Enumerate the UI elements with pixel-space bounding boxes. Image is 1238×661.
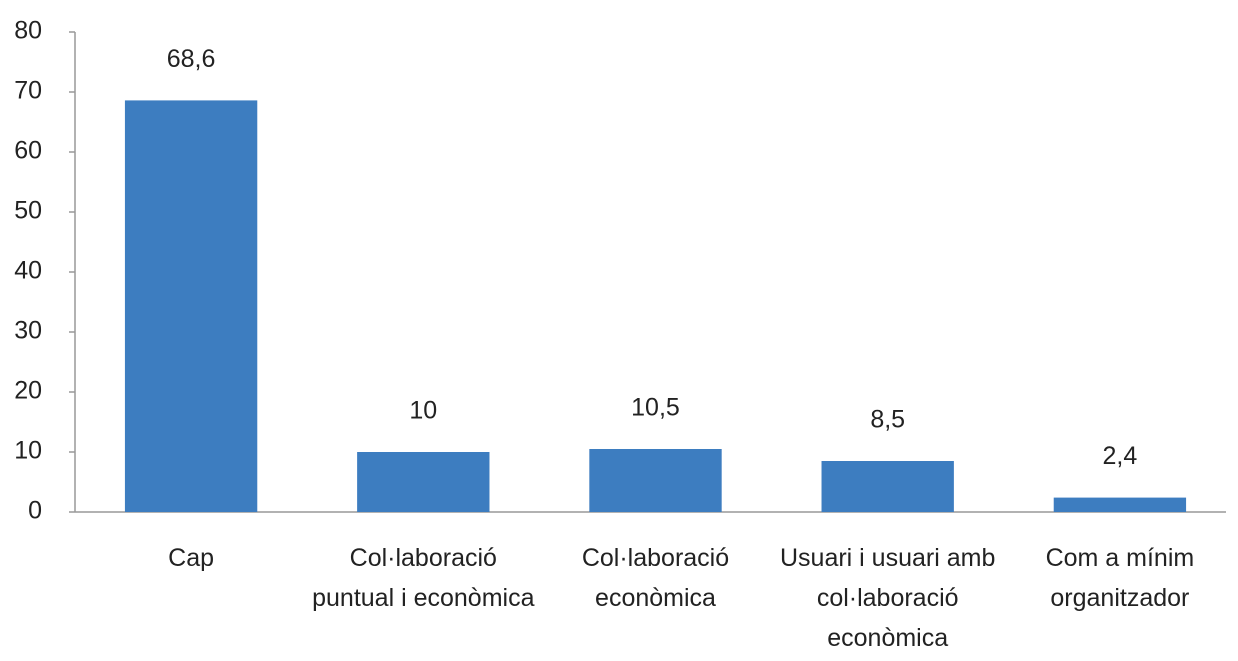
value-label: 2,4 [1103,442,1138,470]
bar [1053,497,1187,512]
x-tick-label: Cap [168,544,215,572]
y-tick-label: 10 [14,437,42,465]
y-tick-label: 20 [14,377,42,405]
y-tick-label: 40 [14,257,42,285]
value-label: 10 [409,397,437,425]
x-tick-label: Com a mínim organitzador [1045,544,1195,612]
x-tick-label: Col·laboració econòmica [581,544,730,612]
value-label: 8,5 [870,406,905,434]
x-tick-label: Usuari i usuari amb col·laboració econòm… [780,544,996,652]
y-tick-label: 30 [14,317,42,345]
y-tick-label: 50 [14,197,42,225]
bar [124,100,258,513]
value-label: 68,6 [167,45,216,73]
y-tick-label: 60 [14,137,42,165]
y-tick-label: 70 [14,77,42,105]
bar [589,449,722,512]
x-tick-label: Col·laboració puntual i econòmica [312,544,535,612]
y-tick-label: 0 [28,497,42,525]
y-tick-label: 80 [14,17,42,45]
bar [357,452,490,512]
value-label: 10,5 [631,394,680,422]
bar [821,461,954,512]
